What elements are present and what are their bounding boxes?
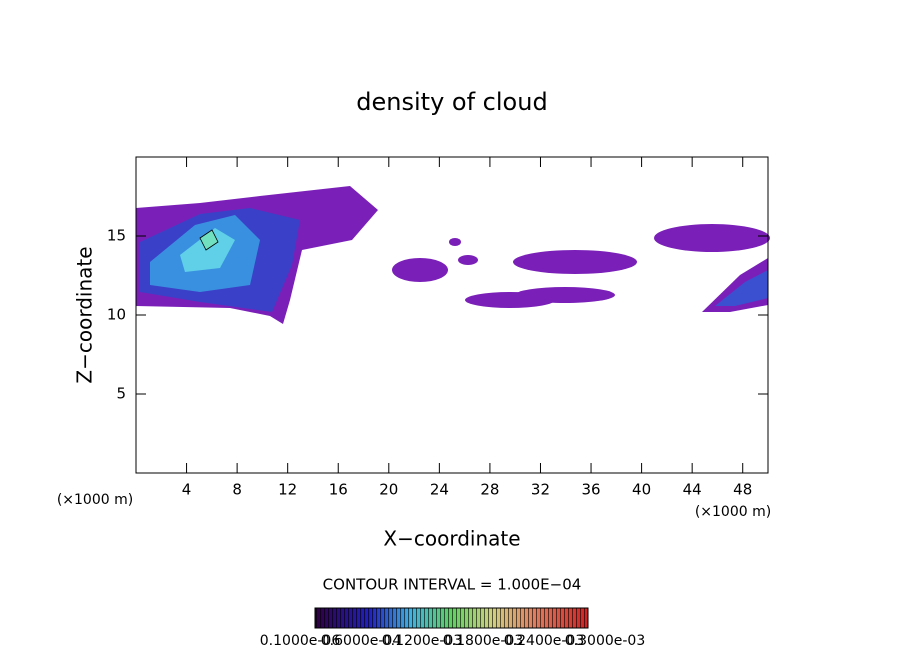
- colorbar-label: 0.6000e-04: [321, 633, 402, 649]
- contour-field: [136, 186, 770, 324]
- contour-interval: CONTOUR INTERVAL = 1.000E−04: [323, 576, 582, 594]
- y-tick-label: 15: [107, 227, 126, 245]
- colorbar-label: 0.1000e-06: [260, 633, 341, 649]
- x-tick-label: 20: [379, 481, 398, 499]
- y-tick-label: 10: [107, 306, 126, 324]
- x-tick-label: 28: [480, 481, 499, 499]
- colorbar-label: 0.2400e-03: [504, 633, 584, 649]
- x-tick-label: 12: [278, 481, 297, 499]
- x-tick-label: 16: [329, 481, 348, 499]
- x-axis-label: X−coordinate: [383, 527, 520, 551]
- x-tick-label: 8: [232, 481, 242, 499]
- y-tick-label: 5: [116, 385, 126, 403]
- colorbar-label: 0.1200e-03: [382, 633, 462, 649]
- colorbar-frame: [314, 607, 589, 629]
- x-tick-label: 32: [531, 481, 550, 499]
- x-tick-label: 24: [430, 481, 449, 499]
- x-tick-label: 44: [683, 481, 702, 499]
- x-unit-label: (×1000 m): [695, 504, 771, 520]
- chart-title: density of cloud: [356, 88, 547, 116]
- colorbar-label: 0.3000e-03: [565, 633, 645, 649]
- y-axis-label: Z−coordinate: [73, 246, 97, 383]
- x-tick-label: 4: [182, 481, 192, 499]
- y-unit-label: (×1000 m): [57, 492, 133, 508]
- x-tick-label: 48: [733, 481, 752, 499]
- x-tick-label: 36: [581, 481, 600, 499]
- x-tick-label: 40: [632, 481, 651, 499]
- colorbar-label: 0.1800e-03: [443, 633, 523, 649]
